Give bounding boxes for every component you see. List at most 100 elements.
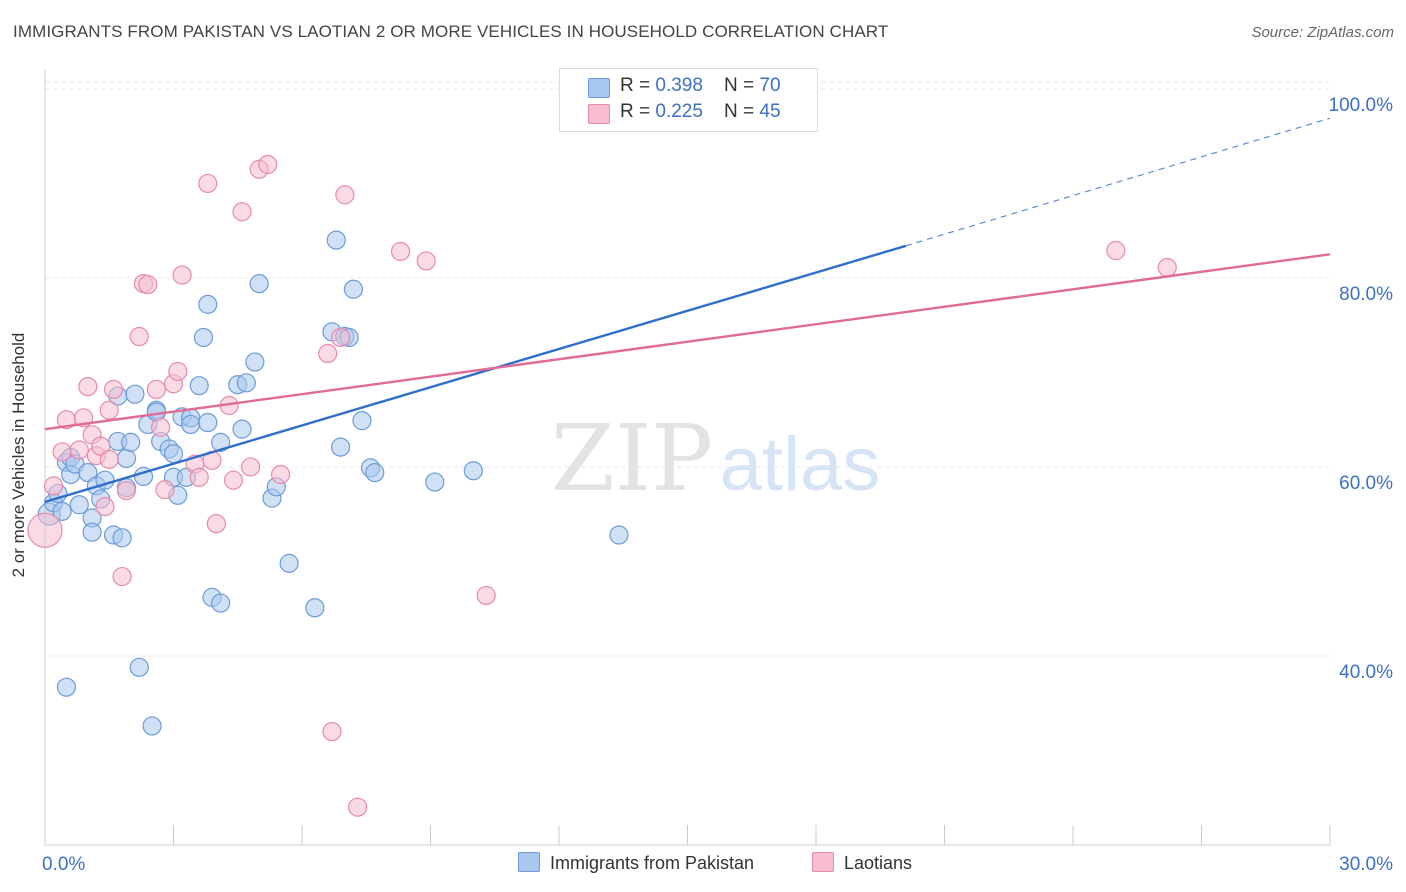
watermark-zip: ZIP	[551, 405, 713, 512]
trend-line-extension-pakistan	[905, 117, 1331, 247]
point-pakistan	[82, 522, 102, 542]
point-laotian	[112, 566, 132, 587]
legend-swatch-laotians	[588, 104, 610, 124]
point-pakistan	[232, 419, 252, 439]
point-pakistan	[365, 463, 385, 483]
point-laotian	[206, 514, 226, 534]
point-laotian	[223, 470, 244, 490]
watermark: ZIP atlas	[551, 405, 880, 512]
point-laotian	[69, 440, 89, 460]
x-tick-label-min: 0.0%	[42, 854, 85, 875]
point-laotian	[155, 480, 175, 500]
bottom-legend-label-pakistan: Immigrants from Pakistan	[550, 853, 755, 873]
y-tick-label: 100.0%	[1329, 95, 1394, 116]
point-pakistan	[279, 553, 299, 573]
point-pakistan	[305, 598, 325, 618]
point-laotian	[416, 251, 436, 271]
legend-r-label: R =	[620, 101, 656, 122]
point-pakistan	[52, 501, 72, 521]
source-label: Source: ZipAtlas.com	[1251, 24, 1394, 41]
point-pakistan	[352, 411, 372, 431]
bottom-legend-swatch-laotians	[812, 852, 834, 872]
legend-n-value: 70	[759, 75, 781, 96]
y-axis-label: 2 or more Vehicles in Household	[9, 332, 28, 578]
point-laotian	[270, 464, 291, 485]
point-laotian	[1157, 257, 1177, 278]
point-pakistan	[129, 657, 149, 677]
point-laotian	[318, 343, 338, 364]
point-pakistan	[343, 279, 363, 299]
y-tick-label: 60.0%	[1339, 473, 1393, 494]
stats-legend: R = 0.398 N = 70 R = 0.225 N = 45	[559, 68, 818, 132]
point-laotian	[322, 721, 342, 742]
legend-n-label: N =	[724, 75, 760, 96]
point-laotian	[43, 476, 64, 496]
point-laotian	[27, 512, 63, 548]
bottom-legend-pakistan: Immigrants from Pakistan	[518, 852, 754, 878]
point-laotian	[258, 154, 278, 175]
point-pakistan	[121, 432, 141, 452]
point-laotian	[330, 327, 351, 348]
legend-n-value: 45	[759, 101, 781, 122]
trend-lines	[44, 117, 1331, 504]
point-pakistan	[330, 437, 351, 457]
point-pakistan	[211, 432, 231, 452]
point-laotian	[348, 797, 368, 817]
point-laotian	[189, 467, 209, 487]
bottom-legend-laotians: Laotians	[812, 852, 912, 878]
x-tick-label-max: 30.0%	[1339, 854, 1393, 875]
gridlines	[45, 81, 1330, 657]
point-laotian	[99, 449, 119, 469]
point-laotian	[138, 274, 158, 295]
point-pakistan	[326, 230, 346, 250]
y-tick-label: 80.0%	[1339, 284, 1393, 305]
point-laotian	[116, 480, 136, 501]
point-pakistan	[112, 528, 132, 548]
point-pakistan	[211, 593, 231, 613]
point-pakistan	[116, 448, 136, 469]
point-laotian	[1106, 240, 1126, 261]
point-laotian	[476, 585, 496, 606]
point-pakistan	[198, 412, 218, 433]
point-laotian	[78, 377, 98, 397]
point-pakistan	[609, 525, 629, 545]
point-laotian	[99, 400, 119, 420]
point-pakistan	[125, 384, 145, 404]
point-pakistan	[198, 294, 218, 314]
point-pakistan	[163, 444, 184, 464]
legend-n-label: N =	[724, 101, 760, 122]
axes	[44, 70, 1331, 846]
point-laotian	[335, 185, 355, 205]
point-pakistan	[189, 376, 209, 396]
point-laotian	[172, 265, 192, 285]
point-pakistan	[236, 373, 256, 393]
point-pakistan	[181, 414, 201, 435]
y-tick-label: 40.0%	[1339, 662, 1393, 683]
point-pakistan	[193, 327, 214, 348]
point-laotian	[232, 202, 252, 222]
trend-line-pakistan	[44, 244, 907, 504]
point-laotian	[146, 379, 166, 400]
bottom-legend-label-laotians: Laotians	[844, 853, 913, 873]
tick-labels: 40.0% 60.0% 80.0% 100.0% 0.0% 30.0%	[42, 95, 1393, 875]
bottom-legend-swatch-pakistan	[518, 852, 540, 872]
chart-title: IMMIGRANTS FROM PAKISTAN VS LAOTIAN 2 OR…	[13, 22, 889, 41]
point-pakistan	[249, 273, 269, 294]
point-laotian	[103, 379, 124, 400]
point-laotian	[198, 173, 218, 194]
point-laotian	[151, 417, 171, 437]
point-laotian	[168, 361, 188, 382]
data-points	[27, 77, 1177, 817]
point-laotian	[52, 442, 72, 462]
legend-r-label: R =	[620, 75, 656, 96]
trend-line-laotian	[44, 253, 1331, 431]
legend-r-value: 0.225	[655, 101, 703, 122]
point-pakistan	[69, 495, 89, 515]
legend-r-value: 0.398	[655, 75, 703, 96]
point-pakistan	[463, 461, 483, 481]
point-laotian	[95, 497, 115, 517]
point-laotian	[390, 241, 411, 262]
point-pakistan	[56, 677, 77, 697]
point-pakistan	[142, 716, 162, 736]
